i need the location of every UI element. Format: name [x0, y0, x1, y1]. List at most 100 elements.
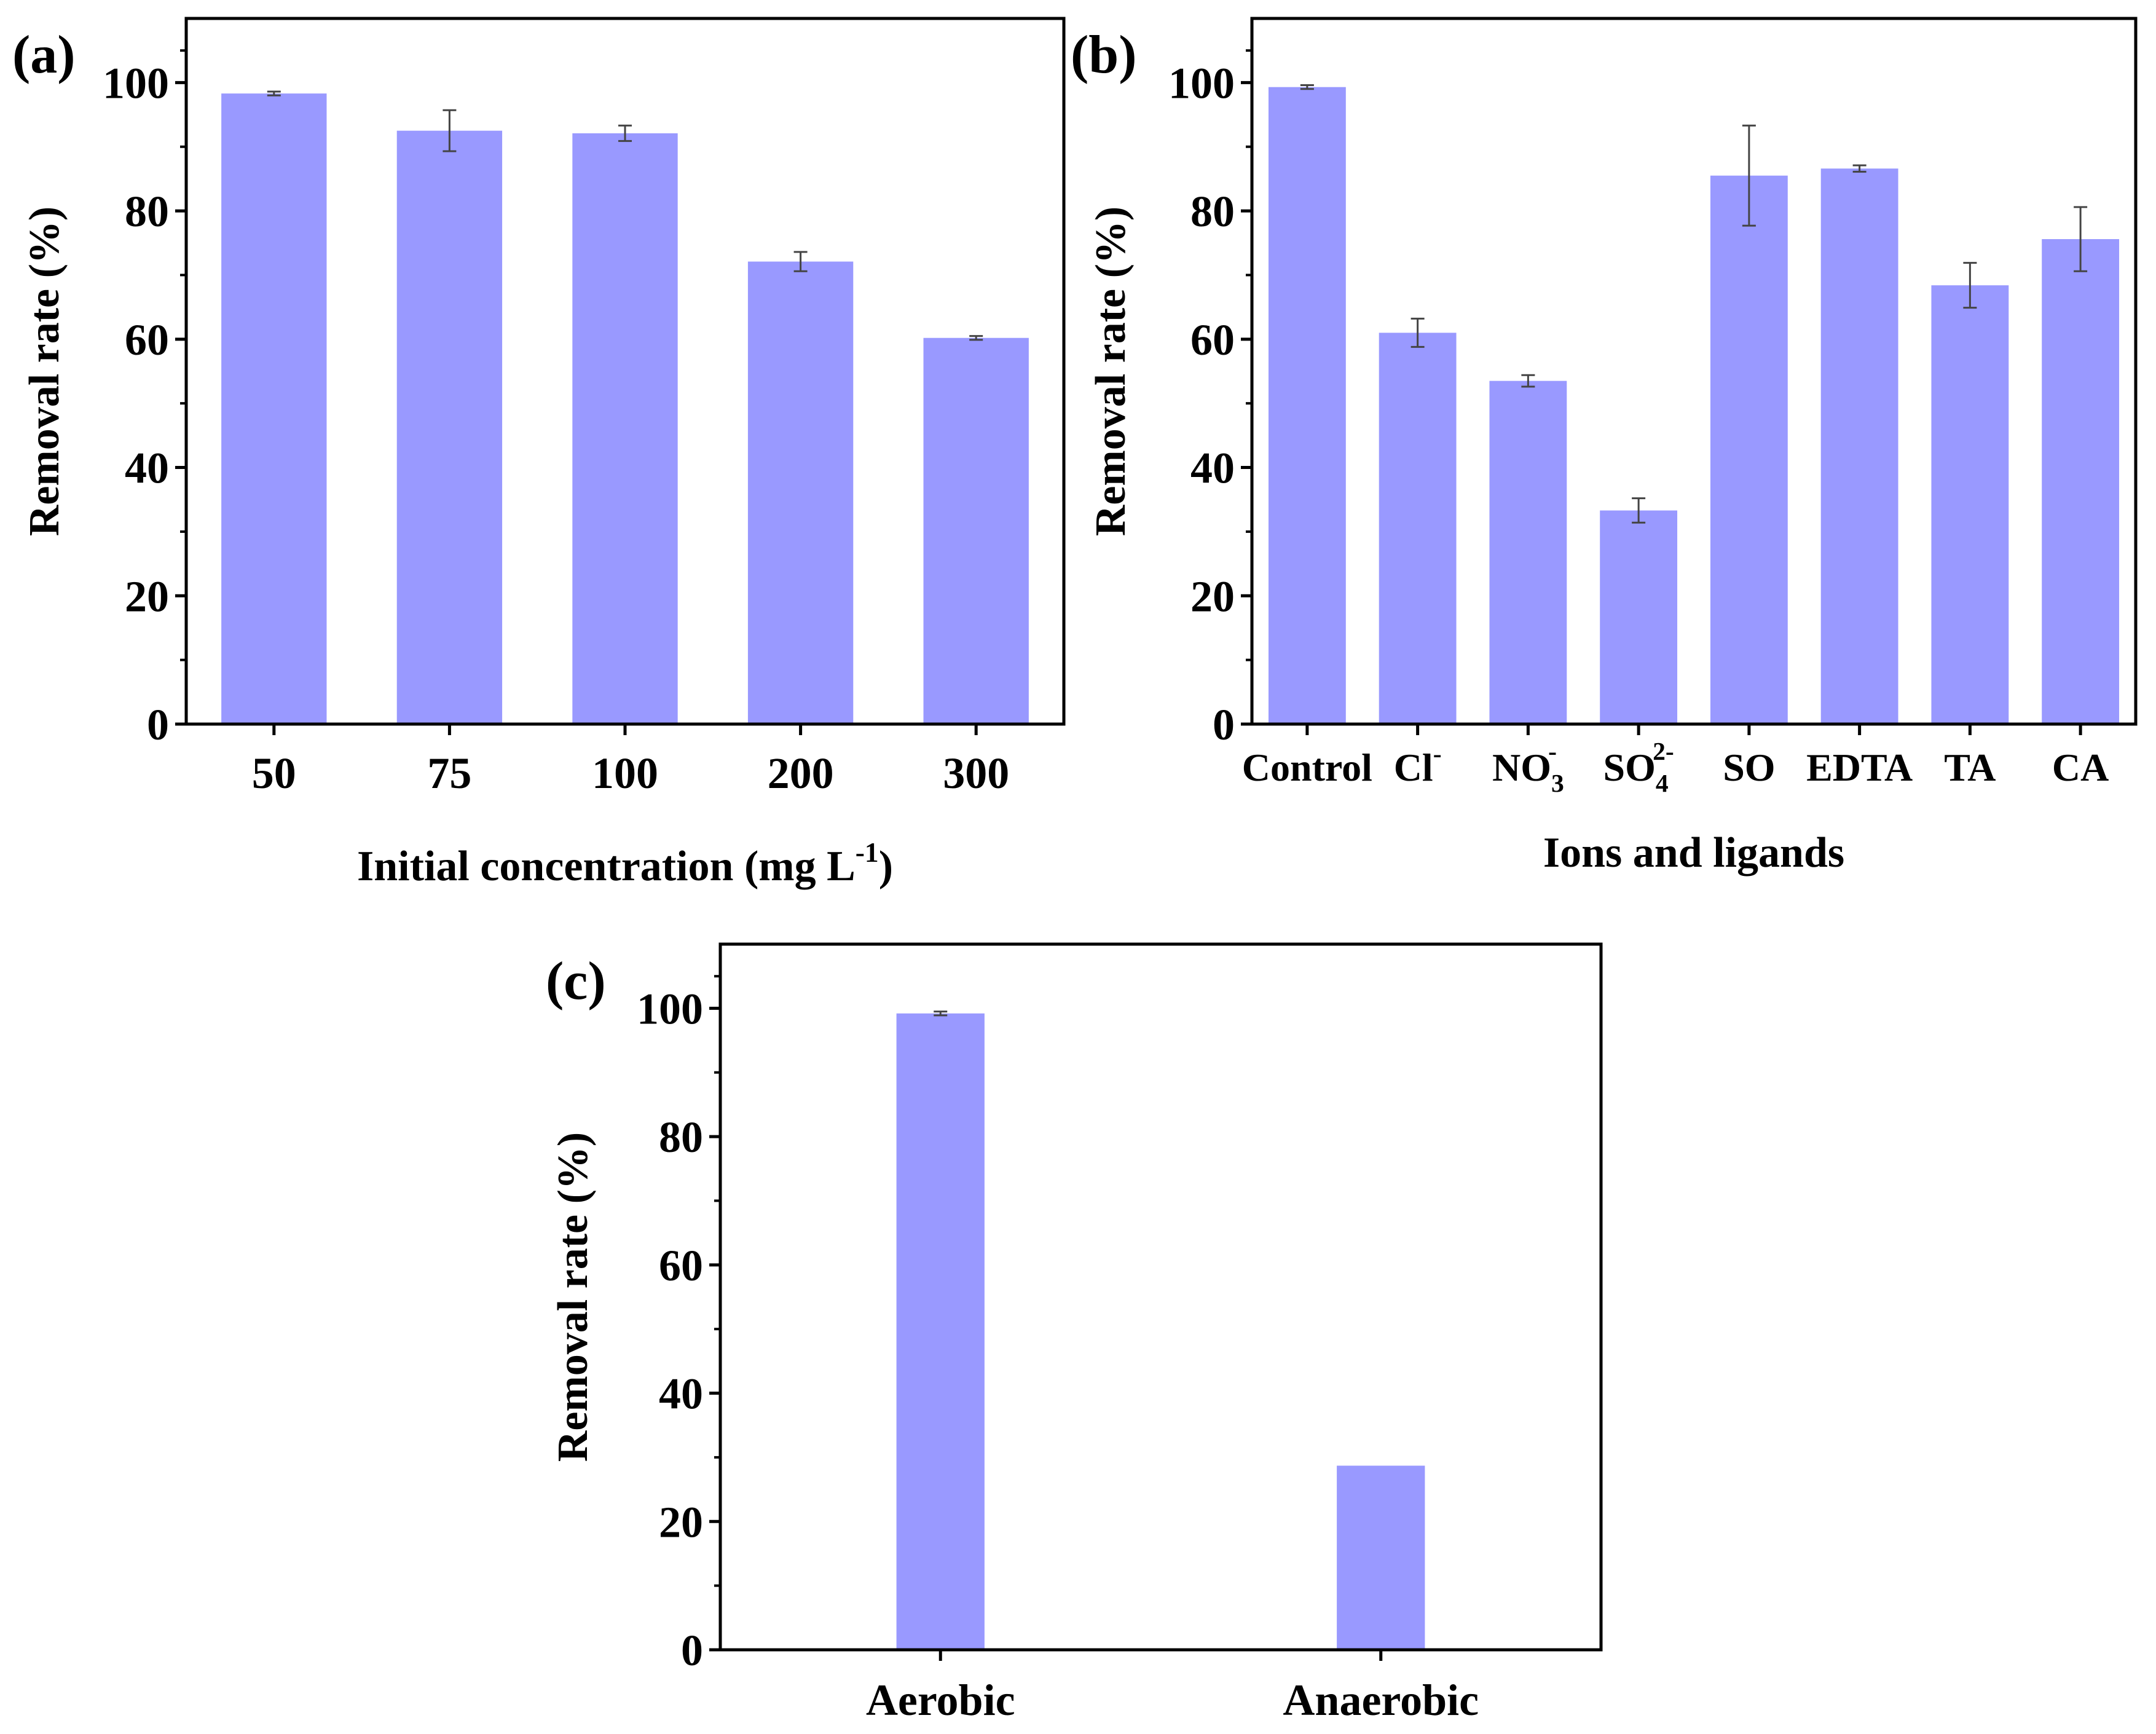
x-tick-label: SO4 2-	[1603, 737, 1674, 797]
x-tick-label: CA	[2052, 746, 2109, 789]
x-tick-label: Control	[1242, 746, 1372, 789]
x-tick-label: Anaerobic	[1283, 1676, 1479, 1725]
x-tick-label-text: Aerobic	[866, 1676, 1015, 1725]
x-axis-label: Initial concentration (mg L-1)	[357, 837, 893, 890]
error-bar-2	[618, 124, 632, 142]
y-tick-label: 60	[659, 1241, 703, 1290]
x-tick-label: Cl-	[1394, 739, 1442, 789]
x-axis-label-text: Initial concentration (mg L	[357, 843, 856, 890]
x-tick-label-text: SO	[1603, 746, 1656, 789]
error-bar-7	[2074, 206, 2088, 272]
x-tick-label: SO	[1723, 746, 1775, 789]
x-tick-label: 300	[943, 749, 1009, 798]
error-bar-0	[934, 1011, 948, 1017]
panel-label: (c)	[546, 952, 606, 1011]
x-tick-label-text: Cl	[1394, 746, 1433, 789]
y-axis-label: Removal rate (%)	[549, 1132, 597, 1462]
x-tick-label: 200	[768, 749, 834, 798]
bar-6	[1931, 285, 2009, 725]
y-axis-label: Removal rate (%)	[21, 207, 68, 536]
bar-7	[2042, 239, 2120, 725]
y-tick-label: 80	[1190, 187, 1235, 236]
error-bar-5	[1852, 164, 1867, 173]
bar-3	[1600, 510, 1678, 724]
x-tick-label: 100	[592, 749, 658, 798]
error-bar-4	[1742, 124, 1756, 227]
x-tick-label-text: 200	[768, 749, 834, 798]
error-bar-3	[1632, 497, 1646, 524]
x-axis-label-text: Ions and ligands	[1543, 829, 1844, 877]
error-bar-6	[1963, 262, 1977, 309]
x-tick-label-superscript: -	[1548, 737, 1557, 765]
error-bar-0	[1300, 84, 1314, 90]
x-tick-label-text: Control	[1242, 746, 1372, 789]
x-tick-label: TA	[1944, 746, 1996, 789]
bar-4	[1710, 175, 1788, 724]
bar-0	[221, 93, 327, 724]
y-tick-label: 60	[1190, 315, 1235, 365]
x-tick-label: 75	[427, 749, 471, 798]
x-tick-label-text: 100	[592, 749, 658, 798]
panel-label: (b)	[1071, 25, 1137, 85]
chart-panel-c: 0 20 40 60 80 100 Aerobic Anaerobic Removal rate…	[546, 942, 1603, 1725]
error-bar-0	[267, 90, 281, 97]
chart-panel-a: 0 20 40 60 80 100 50 75 100 200 300 Removal rate (%…	[12, 17, 1066, 890]
bar-2	[572, 133, 678, 724]
x-tick-label-text: 50	[252, 749, 296, 798]
y-tick-label: 60	[125, 315, 169, 365]
x-tick-label-text: 300	[943, 749, 1009, 798]
x-tick-label-text: SO	[1723, 746, 1775, 789]
y-tick-label: 80	[125, 187, 169, 236]
x-tick-label: EDTA	[1806, 746, 1913, 789]
x-tick-label-superscript: -	[1433, 739, 1442, 768]
x-axis-label-superscript: -1	[856, 837, 879, 868]
bar-3	[747, 261, 854, 724]
bar-0	[896, 1013, 985, 1650]
x-tick-label-text: TA	[1944, 746, 1996, 789]
x-axis-label: Ions and ligands	[1543, 829, 1844, 877]
y-tick-label: 40	[125, 444, 169, 493]
bar-1	[396, 130, 503, 725]
error-bar-1	[1410, 317, 1425, 348]
x-tick-label-text: EDTA	[1806, 746, 1913, 789]
error-bar-2	[1521, 374, 1535, 388]
y-tick-label: 0	[681, 1626, 703, 1675]
x-tick-label: NO3 -	[1492, 737, 1564, 797]
bar-5	[1820, 168, 1898, 724]
y-tick-label: 100	[103, 58, 169, 108]
plot-frame	[1250, 17, 2138, 726]
error-bar-4	[969, 335, 983, 341]
y-tick-label: 100	[1168, 58, 1235, 108]
bar-1	[1379, 333, 1457, 724]
x-tick-label-subscript: 4	[1656, 769, 1669, 797]
y-tick-label: 20	[659, 1497, 703, 1547]
x-tick-label: Aerobic	[866, 1676, 1015, 1725]
y-tick-label: 0	[1213, 700, 1235, 749]
y-tick-label: 20	[1190, 572, 1235, 621]
x-axis-label-end: )	[879, 843, 893, 890]
x-tick-label: 50	[252, 749, 296, 798]
error-bar-1	[443, 109, 457, 152]
panel-label: (a)	[12, 25, 76, 85]
bar-1	[1337, 1465, 1425, 1650]
bar-0	[1268, 87, 1346, 725]
x-tick-label-text: CA	[2052, 746, 2109, 789]
y-tick-label: 20	[125, 572, 169, 621]
x-tick-label-text: Anaerobic	[1283, 1676, 1479, 1725]
y-tick-label: 40	[659, 1369, 703, 1419]
bar-4	[923, 337, 1029, 724]
y-tick-label: 80	[659, 1113, 703, 1162]
y-tick-label: 100	[637, 984, 703, 1033]
y-tick-label: 0	[147, 700, 169, 749]
x-tick-label-text: 75	[427, 749, 471, 798]
bar-2	[1489, 380, 1567, 724]
x-tick-label-text: NO	[1492, 746, 1551, 789]
y-tick-label: 40	[1190, 444, 1235, 493]
x-tick-label-subscript: 3	[1551, 769, 1564, 797]
x-tick-label-superscript: 2-	[1653, 737, 1674, 765]
plot-frame	[718, 942, 1603, 1652]
y-axis-label: Removal rate (%)	[1087, 207, 1135, 536]
error-bar-3	[793, 251, 808, 272]
